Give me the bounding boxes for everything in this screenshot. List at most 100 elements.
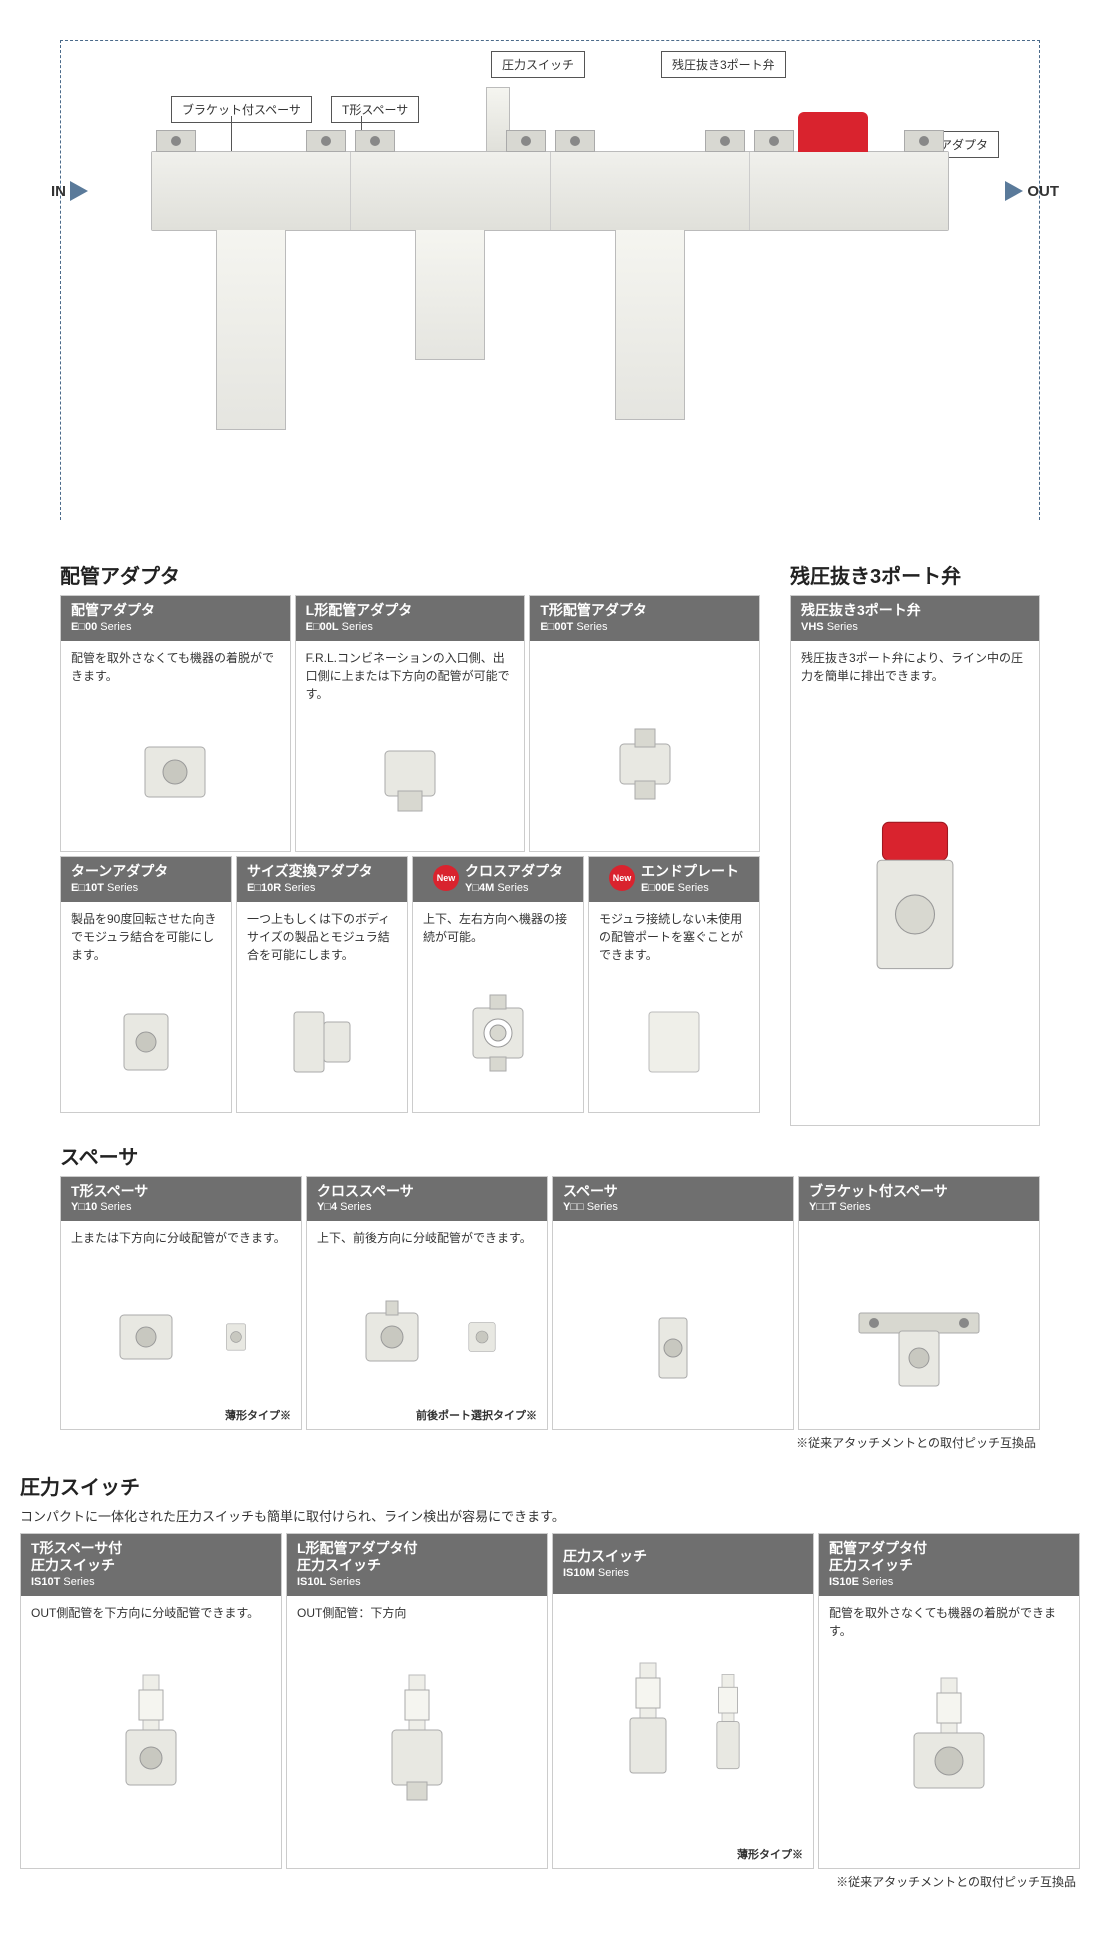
frl-module bbox=[152, 152, 351, 230]
card-desc bbox=[799, 1221, 1039, 1267]
card-series: Y□4M Series bbox=[465, 882, 563, 894]
filter-bowl bbox=[216, 230, 286, 430]
bracket-icon bbox=[904, 130, 944, 152]
pswitch-icon bbox=[367, 1660, 467, 1850]
spacer-icon bbox=[342, 1277, 442, 1397]
card-series: Y□4 Series bbox=[317, 1201, 537, 1213]
card-image bbox=[819, 1648, 1079, 1868]
card-end-plate: New エンドプレート E□00E Series モジュラ接続しない未使用の配管… bbox=[588, 856, 760, 1113]
spacer-icon bbox=[623, 1288, 723, 1408]
card-series: Y□10 Series bbox=[71, 1201, 291, 1213]
bracket-icon bbox=[355, 130, 395, 152]
bracket-icon bbox=[506, 130, 546, 152]
card-image bbox=[307, 1267, 547, 1407]
pressure-switch-footnote: ※従来アタッチメントとの取付ピッチ互換品 bbox=[20, 1873, 1076, 1890]
adapter-icon bbox=[595, 709, 695, 829]
relief-valve-icon bbox=[850, 809, 980, 1009]
card-series: Y□□ Series bbox=[563, 1201, 783, 1213]
new-badge-icon: New bbox=[609, 865, 635, 891]
section-heading-pressure-switch: 圧力スイッチ bbox=[20, 1471, 1080, 1500]
adapter-icon bbox=[448, 973, 548, 1093]
card-title: スペーサ bbox=[563, 1183, 783, 1200]
card-image bbox=[413, 954, 583, 1112]
arrow-in-icon bbox=[70, 181, 88, 201]
callout-bracket-spacer: ブラケット付スペーサ bbox=[171, 96, 312, 123]
card-desc: 一つ上もしくは下のボディサイズの製品とモジュラ結合を可能にします。 bbox=[237, 902, 407, 972]
card-title: ブラケット付スペーサ bbox=[809, 1183, 1029, 1200]
card-series: E□00T Series bbox=[540, 621, 749, 633]
out-text: OUT bbox=[1027, 183, 1059, 200]
pswitch-thin-icon bbox=[698, 1648, 758, 1838]
card-desc: 配管を取外さなくても機器の着脱ができます。 bbox=[819, 1596, 1079, 1648]
card-series: IS10E Series bbox=[829, 1576, 1069, 1588]
adapter-icon bbox=[125, 712, 225, 832]
card-title: 残圧抜き3ポート弁 bbox=[801, 602, 1029, 619]
card-image bbox=[21, 1642, 281, 1868]
section-heading-piping-adapter: 配管アダプタ bbox=[60, 560, 760, 589]
adapter-icon bbox=[96, 982, 196, 1102]
spacer-footnote: ※従来アタッチメントとの取付ピッチ互換品 bbox=[60, 1434, 1036, 1451]
new-badge-icon: New bbox=[433, 865, 459, 891]
relief-valve-knob bbox=[798, 112, 868, 152]
card-title: L形配管アダプタ bbox=[306, 602, 515, 619]
section-heading-relief-valve: 残圧抜き3ポート弁 bbox=[790, 560, 1040, 589]
callout-t-spacer: T形スペーサ bbox=[331, 96, 419, 123]
card-series: VHS Series bbox=[801, 621, 1029, 633]
callout-relief-valve: 残圧抜き3ポート弁 bbox=[661, 51, 786, 78]
card-desc: OUT側配管を下方向に分岐配管できます。 bbox=[21, 1596, 281, 1642]
card-t-spacer: T形スペーサ Y□10 Series 上または下方向に分岐配管ができます。 薄形… bbox=[60, 1176, 302, 1431]
card-caption: 薄形タイプ※ bbox=[61, 1407, 301, 1429]
card-image bbox=[799, 1267, 1039, 1429]
card-caption: 前後ポート選択タイプ※ bbox=[307, 1407, 547, 1429]
card-is10t: T形スペーサ付 圧力スイッチ IS10T Series OUT側配管を下方向に分… bbox=[20, 1533, 282, 1869]
section-sub-pressure-switch: コンパクトに一体化された圧力スイッチも簡単に取付けられ、ライン検出が容易にできま… bbox=[20, 1506, 1080, 1525]
card-title: クロスアダプタ bbox=[465, 863, 563, 880]
frl-assembly bbox=[151, 151, 949, 231]
in-text: IN bbox=[51, 183, 66, 200]
card-relief-valve: 残圧抜き3ポート弁 VHS Series 残圧抜き3ポート弁により、ライン中の圧… bbox=[790, 595, 1040, 1126]
spacer-thin-icon bbox=[206, 1277, 266, 1397]
card-series: E□10T Series bbox=[71, 882, 221, 894]
card-is10m: 圧力スイッチ IS10M Series 薄形タイ bbox=[552, 1533, 814, 1869]
card-title: クロススペーサ bbox=[317, 1183, 537, 1200]
card-title: T形配管アダプタ bbox=[540, 602, 749, 619]
card-cross-adapter: New クロスアダプタ Y□4M Series 上下、左右方向へ機器の接続が可能… bbox=[412, 856, 584, 1113]
adapter-icon bbox=[272, 982, 372, 1102]
card-image bbox=[287, 1642, 547, 1868]
pswitch-icon bbox=[608, 1648, 688, 1838]
card-image bbox=[553, 1640, 813, 1846]
in-label: IN bbox=[51, 181, 88, 201]
callout-pressure-switch: 圧力スイッチ bbox=[491, 51, 585, 78]
frl-module bbox=[351, 152, 550, 230]
card-image bbox=[530, 687, 759, 851]
spacer-icon bbox=[96, 1277, 196, 1397]
card-bracket-spacer: ブラケット付スペーサ Y□□T Series bbox=[798, 1176, 1040, 1431]
regulator-knob bbox=[415, 230, 485, 360]
card-series: Y□□T Series bbox=[809, 1201, 1029, 1213]
card-title: T形スペーサ付 圧力スイッチ bbox=[31, 1540, 271, 1574]
card-piping-adapter: 配管アダプタ E□00 Series 配管を取外さなくても機器の着脱ができます。 bbox=[60, 595, 291, 852]
card-series: E□10R Series bbox=[247, 882, 397, 894]
card-is10e: 配管アダプタ付 圧力スイッチ IS10E Series 配管を取外さなくても機器… bbox=[818, 1533, 1080, 1869]
bracket-spacer-icon bbox=[849, 1283, 989, 1413]
card-desc: 上下、左右方向へ機器の接続が可能。 bbox=[413, 902, 583, 954]
pswitch-icon bbox=[894, 1663, 1004, 1853]
card-desc: 製品を90度回転させた向きでモジュラ結合を可能にします。 bbox=[61, 902, 231, 972]
card-desc bbox=[530, 641, 759, 687]
card-desc bbox=[553, 1594, 813, 1640]
spacer-row: T形スペーサ Y□10 Series 上または下方向に分岐配管ができます。 薄形… bbox=[60, 1176, 1040, 1431]
lubricator-bowl bbox=[615, 230, 685, 420]
plate-icon bbox=[624, 982, 724, 1102]
bracket-icon bbox=[306, 130, 346, 152]
card-image bbox=[589, 972, 759, 1112]
card-caption: 薄形タイプ※ bbox=[553, 1846, 813, 1868]
card-desc: 残圧抜き3ポート弁により、ライン中の圧力を簡単に排出できます。 bbox=[791, 641, 1039, 693]
adapter-icon bbox=[360, 721, 460, 841]
card-title: 圧力スイッチ bbox=[563, 1548, 803, 1565]
arrow-out-icon bbox=[1005, 181, 1023, 201]
card-size-adapter: サイズ変換アダプタ E□10R Series 一つ上もしくは下のボディサイズの製… bbox=[236, 856, 408, 1113]
card-image bbox=[61, 972, 231, 1112]
pswitch-icon bbox=[101, 1660, 201, 1850]
card-title: 配管アダプタ bbox=[71, 602, 280, 619]
card-desc: モジュラ接続しない未使用の配管ポートを塞ぐことができます。 bbox=[589, 902, 759, 972]
